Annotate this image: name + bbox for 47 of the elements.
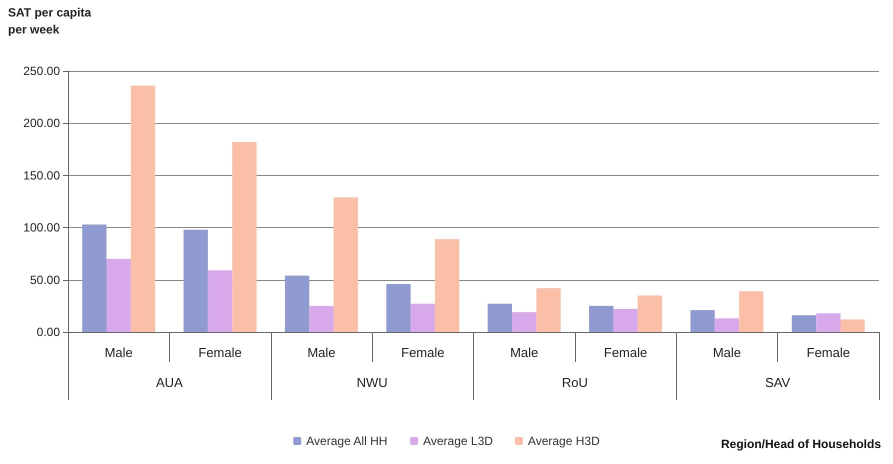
bar	[840, 319, 865, 332]
x-tick-label: Female	[604, 345, 648, 360]
y-tick-label: 100.00	[23, 220, 60, 235]
x-tick-label: Female	[806, 345, 850, 360]
bar	[512, 312, 536, 332]
legend-label: Average H3D	[528, 434, 600, 448]
legend-label: Average All HH	[306, 434, 388, 448]
bar	[589, 306, 614, 332]
legend-label: Average L3D	[423, 434, 494, 448]
text: Region/Head of Households	[720, 437, 882, 451]
bar	[714, 318, 740, 332]
text: AUA	[156, 375, 184, 390]
x-tick-label: Male	[510, 345, 538, 360]
bar	[434, 239, 460, 332]
bar	[816, 313, 840, 332]
bar	[638, 295, 662, 332]
text: SAV	[765, 375, 790, 390]
bar	[334, 197, 358, 332]
bar	[386, 284, 411, 332]
bar	[309, 306, 334, 332]
bar	[690, 310, 715, 332]
y-axis-title: SAT per capita per week	[8, 6, 92, 36]
x-tick-label: Female	[198, 345, 242, 360]
x-tick-label: Male	[712, 345, 742, 360]
bar	[284, 276, 310, 332]
x-tick-label: Male	[307, 345, 336, 360]
x-tick-label: Female	[401, 345, 444, 360]
bar	[130, 86, 156, 332]
y-tick-label: 50.00	[30, 272, 60, 287]
y-tick-label: 150.00	[23, 168, 60, 182]
bar	[410, 304, 435, 332]
x-tick-label: Male	[104, 345, 133, 360]
bar	[82, 224, 107, 332]
text: NWU	[356, 375, 388, 390]
bar	[184, 230, 208, 332]
bar	[792, 315, 816, 332]
bar	[536, 288, 561, 332]
bar	[208, 270, 232, 332]
text: RoU	[562, 375, 588, 390]
bar	[106, 258, 131, 332]
y-tick-label: 200.00	[23, 116, 60, 130]
bar	[739, 291, 764, 332]
y-tick-label: 250.00	[23, 64, 60, 78]
y-tick-label: 0.00	[36, 325, 60, 339]
bar	[488, 304, 512, 332]
bar	[613, 309, 638, 332]
bar	[232, 142, 257, 332]
